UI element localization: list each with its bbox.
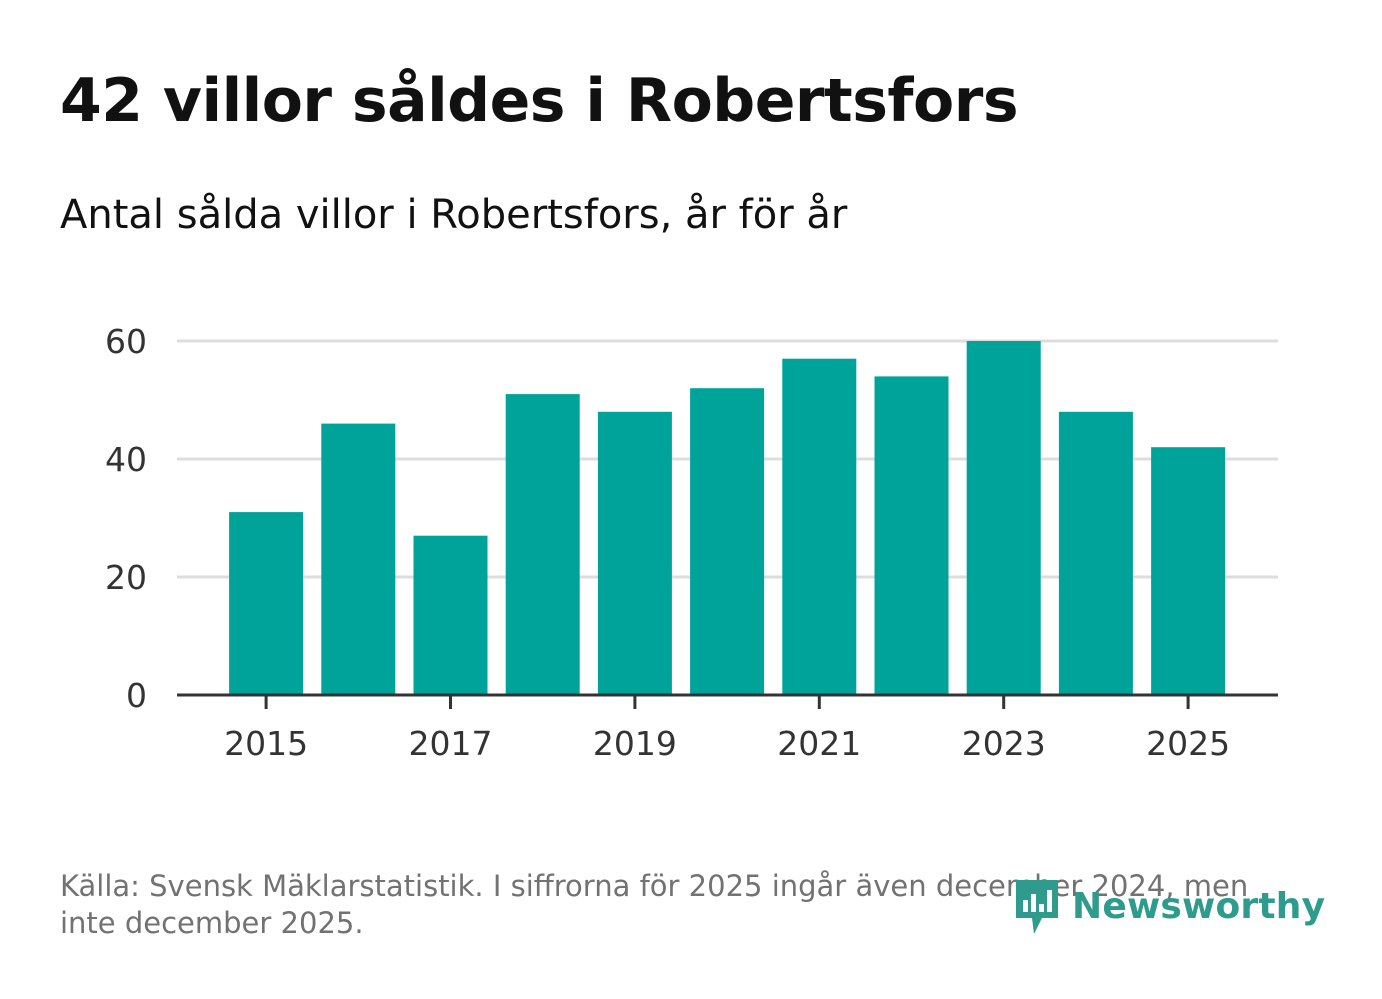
x-tick-label-2017: 2017 bbox=[409, 724, 493, 763]
bar-2015 bbox=[229, 512, 304, 695]
chart-title: 42 villor såldes i Robertsfors bbox=[60, 66, 1019, 136]
x-tick-label-2025: 2025 bbox=[1146, 724, 1230, 763]
y-tick-label-20: 20 bbox=[105, 558, 147, 597]
bar-2018 bbox=[505, 394, 580, 695]
bar-2019 bbox=[597, 411, 672, 695]
bar-2023 bbox=[966, 341, 1041, 695]
newsworthy-logo: Newsworthy bbox=[1012, 876, 1325, 936]
bar-2024 bbox=[1058, 411, 1133, 695]
x-tick-label-2015: 2015 bbox=[224, 724, 308, 763]
y-tick-label-40: 40 bbox=[105, 440, 147, 479]
bar-2021 bbox=[782, 358, 857, 695]
y-tick-label-60: 60 bbox=[105, 322, 147, 361]
y-tick-label-0: 0 bbox=[126, 676, 147, 715]
bar-2017 bbox=[413, 535, 488, 695]
axes: 0 20 40 60 2015 2017 2019 2021 2023 2025 bbox=[105, 322, 1278, 763]
bar-2025 bbox=[1151, 447, 1226, 695]
x-tick-label-2019: 2019 bbox=[593, 724, 677, 763]
chart-subtitle: Antal sålda villor i Robertsfors, år för… bbox=[60, 192, 848, 238]
bar-2020 bbox=[690, 388, 765, 695]
newsworthy-logo-text: Newsworthy bbox=[1072, 885, 1326, 927]
bar-2016 bbox=[321, 423, 396, 695]
bars bbox=[229, 341, 1226, 695]
newsworthy-logo-icon bbox=[1016, 880, 1058, 934]
x-tick-label-2021: 2021 bbox=[777, 724, 861, 763]
bar-2022 bbox=[874, 376, 949, 695]
x-tick-label-2023: 2023 bbox=[962, 724, 1046, 763]
